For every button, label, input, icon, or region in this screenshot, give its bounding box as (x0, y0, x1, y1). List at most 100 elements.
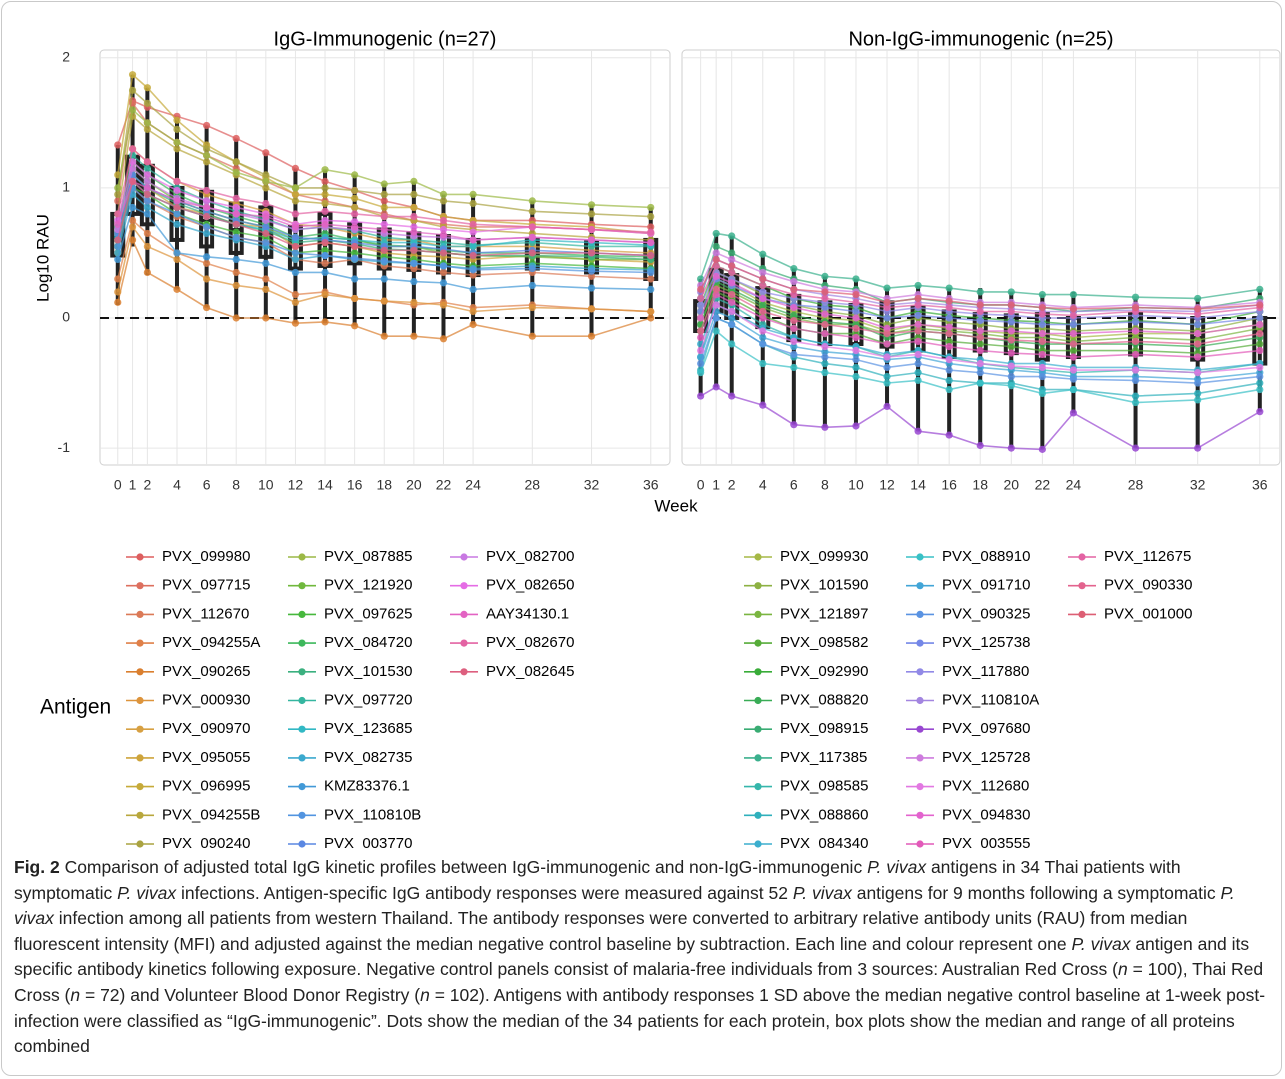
series-point (587, 305, 596, 313)
series-point (321, 259, 329, 267)
legend-label: PVX_090325 (942, 605, 1030, 622)
series-point (1194, 305, 1202, 313)
series-point (728, 320, 736, 329)
series-point (380, 257, 388, 265)
x-tick-label: 14 (910, 477, 926, 493)
series-point (410, 190, 418, 199)
series-point (759, 327, 767, 335)
series-point (759, 301, 767, 309)
y-tick-label: 1 (62, 179, 70, 195)
series-point (647, 285, 655, 293)
legend-label: KMZ83376.1 (324, 778, 410, 795)
series-point (114, 184, 122, 192)
series-point (351, 322, 359, 330)
series-point (291, 184, 300, 192)
series-point (173, 255, 181, 264)
legend-label: PVX_087885 (324, 548, 412, 565)
series-point (173, 249, 181, 257)
legend-swatch (136, 725, 144, 733)
series-point (697, 314, 705, 322)
series-point (852, 372, 860, 381)
series-point (976, 301, 984, 309)
series-point (883, 330, 891, 338)
legend-label: PVX_099980 (162, 548, 250, 565)
series-point (1194, 389, 1202, 398)
series-point (945, 330, 953, 338)
series-point (469, 266, 477, 274)
legend-label: PVX_084720 (324, 634, 412, 651)
legend-swatch (754, 668, 762, 676)
series-point (202, 275, 211, 283)
y-axis-label: Log10 RAU (33, 214, 52, 302)
series-point (587, 236, 596, 244)
legend-swatch (136, 639, 144, 647)
series-point (852, 314, 860, 322)
caption-text: = 102). Antigens with antibody responses… (14, 984, 1266, 1057)
legend-swatch (136, 668, 144, 676)
series-point (143, 158, 151, 166)
series-point (1194, 330, 1202, 338)
series-point (1194, 379, 1202, 387)
legend-label: PVX_098915 (780, 720, 868, 737)
series-point (728, 232, 736, 240)
legend-label: PVX_092990 (780, 663, 868, 680)
panel (681, 49, 1281, 466)
series-point (351, 249, 359, 257)
legend-swatch (460, 553, 468, 561)
series-point (439, 231, 448, 239)
series-point (1256, 385, 1264, 394)
series-point (883, 340, 891, 348)
series-point (143, 164, 151, 172)
legend-swatch (136, 811, 144, 819)
series-point (728, 392, 736, 400)
caption-text: antigens for 9 months following a sympto… (851, 882, 1221, 903)
series-point (1194, 340, 1202, 348)
legend-label: PVX_098585 (780, 778, 868, 795)
legend-swatch (298, 754, 306, 762)
legend-label: PVX_095055 (162, 749, 250, 766)
series-point (1131, 293, 1140, 301)
series-point (173, 177, 181, 185)
series-point (1194, 444, 1202, 452)
legend-swatch (754, 696, 762, 705)
series-point (1256, 346, 1264, 355)
series-point (976, 441, 984, 450)
series-point (883, 379, 891, 387)
series-point (528, 249, 536, 257)
series-point (232, 268, 240, 277)
series-point (380, 220, 388, 228)
legend-label: PVX_125738 (942, 634, 1030, 651)
series-point (821, 288, 829, 296)
legend-label: PVX_097720 (324, 691, 412, 708)
series-point (945, 376, 953, 385)
x-tick-label: 20 (1003, 477, 1019, 493)
series-point (351, 210, 359, 218)
legend-title: Antigen (40, 696, 111, 719)
series-point (1007, 301, 1015, 309)
legend-label: PVX_097715 (162, 577, 250, 594)
series-point (1038, 445, 1046, 453)
series-point (914, 369, 922, 377)
legend-swatch (298, 696, 306, 705)
series-point (852, 422, 860, 430)
series-point (914, 301, 922, 309)
series-point (883, 298, 891, 306)
series-point (469, 285, 477, 293)
series-point (976, 359, 984, 368)
series-point (587, 284, 596, 292)
series-point (321, 184, 329, 192)
caption-italic: P. vivax (867, 857, 927, 877)
series-point (821, 330, 829, 338)
legend-label: PVX_082650 (486, 577, 574, 594)
legend-swatch (1078, 610, 1086, 619)
series-point (1131, 303, 1140, 312)
series-point (380, 225, 388, 234)
legend-swatch (916, 840, 924, 848)
series-point (914, 327, 922, 335)
x-tick-label: 4 (759, 477, 767, 493)
legend-label: PVX_094255B (162, 806, 260, 823)
legend-swatch (916, 783, 924, 791)
legend-swatch (136, 610, 144, 619)
legend-swatch (298, 783, 306, 791)
legend-swatch (916, 553, 924, 561)
